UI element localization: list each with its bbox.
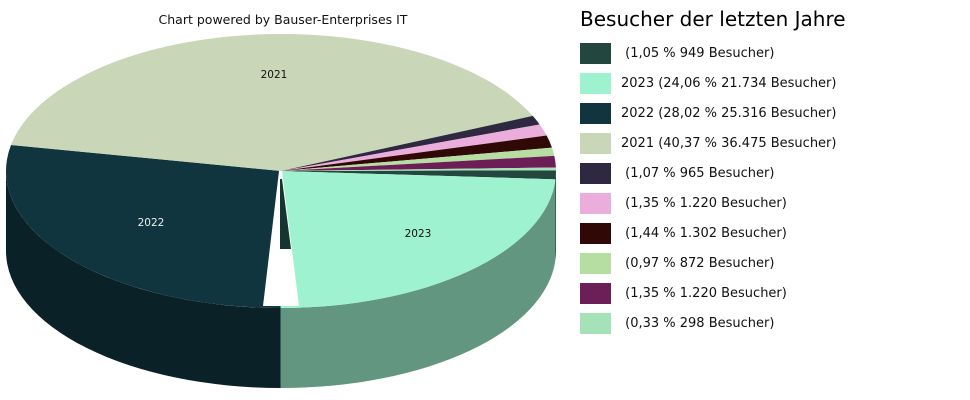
legend-label: (1,05 % 949 Besucher) [621, 45, 775, 61]
legend-items: (1,05 % 949 Besucher) 2023 (24,06 % 21.7… [580, 38, 970, 338]
pie-slice-label: 2023 [405, 228, 432, 240]
legend-swatch [580, 162, 611, 184]
legend-label: 2022 (28,02 % 25.316 Besucher) [621, 105, 837, 121]
pie-slice-side [6, 171, 281, 388]
pie-slice [281, 115, 540, 171]
legend-item: (1,35 % 1.220 Besucher) [580, 188, 970, 218]
legend-label: (1,35 % 1.220 Besucher) [621, 285, 787, 301]
legend-item: (1,44 % 1.302 Besucher) [580, 218, 970, 248]
legend-swatch [580, 132, 611, 154]
pie-slice [281, 124, 547, 171]
legend-swatch [580, 312, 611, 334]
pie-gap-shadow [280, 179, 291, 249]
legend-label: (1,44 % 1.302 Besucher) [621, 225, 787, 241]
pie-slice [11, 33, 533, 172]
legend-swatch [580, 72, 611, 94]
chart-caption: Chart powered by Bauser-Enterprises IT [158, 12, 408, 27]
pie-chart: 2021 2022 2023 [6, 33, 556, 389]
legend-swatch [580, 192, 611, 214]
pie-slice [281, 135, 552, 171]
pie-slice [281, 170, 556, 180]
legend-swatch [580, 42, 611, 64]
legend-item: 2021 (40,37 % 36.475 Besucher) [580, 128, 970, 158]
pie-side-walls [6, 171, 556, 389]
legend-label: 2021 (40,37 % 36.475 Besucher) [621, 135, 837, 151]
pie-slice-side [555, 171, 556, 260]
legend-label: (1,35 % 1.220 Besucher) [621, 195, 787, 211]
chart-legend: Besucher der letzten Jahre (1,05 % 949 B… [580, 6, 970, 338]
legend-title: Besucher der letzten Jahre [580, 7, 846, 31]
legend-item: (1,07 % 965 Besucher) [580, 158, 970, 188]
legend-label: (1,07 % 965 Besucher) [621, 165, 775, 181]
pie-slice-side [280, 179, 556, 389]
legend-item: 2023 (24,06 % 21.734 Besucher) [580, 68, 970, 98]
pie-slice-label: 2022 [138, 217, 165, 229]
pie-slice [281, 167, 556, 171]
pie-slice [281, 147, 555, 171]
legend-item: (1,35 % 1.220 Besucher) [580, 278, 970, 308]
pie-slice [6, 144, 282, 308]
legend-swatch [580, 222, 611, 244]
legend-label: (0,97 % 872 Besucher) [621, 255, 775, 271]
pie-slice-label: 2021 [261, 69, 288, 81]
pie-slice [280, 171, 556, 308]
legend-item: (0,33 % 298 Besucher) [580, 308, 970, 338]
legend-label: (0,33 % 298 Besucher) [621, 315, 775, 331]
legend-item: 2022 (28,02 % 25.316 Besucher) [580, 98, 970, 128]
legend-item: (0,97 % 872 Besucher) [580, 248, 970, 278]
legend-item: (1,05 % 949 Besucher) [580, 38, 970, 68]
pie-slice [281, 155, 556, 171]
pie-chart-canvas: 2021 2022 2023 [6, 33, 556, 389]
legend-label: 2023 (24,06 % 21.734 Besucher) [621, 75, 837, 91]
legend-swatch [580, 282, 611, 304]
pie-top-faces [6, 33, 556, 308]
legend-swatch [580, 252, 611, 274]
legend-swatch [580, 102, 611, 124]
